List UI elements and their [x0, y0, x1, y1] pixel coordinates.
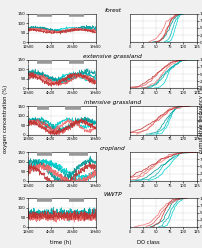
Text: WWTP: WWTP [103, 192, 121, 197]
Text: time (h): time (h) [50, 240, 71, 245]
Text: intensive grassland: intensive grassland [84, 100, 141, 105]
Text: extensive grassland: extensive grassland [83, 54, 141, 59]
Text: forest: forest [104, 8, 121, 13]
Text: cropland: cropland [99, 146, 125, 151]
Text: cumulative frequency (%): cumulative frequency (%) [198, 85, 202, 153]
Text: DO class: DO class [136, 240, 159, 245]
Text: oxygen concentration (%): oxygen concentration (%) [3, 85, 7, 153]
